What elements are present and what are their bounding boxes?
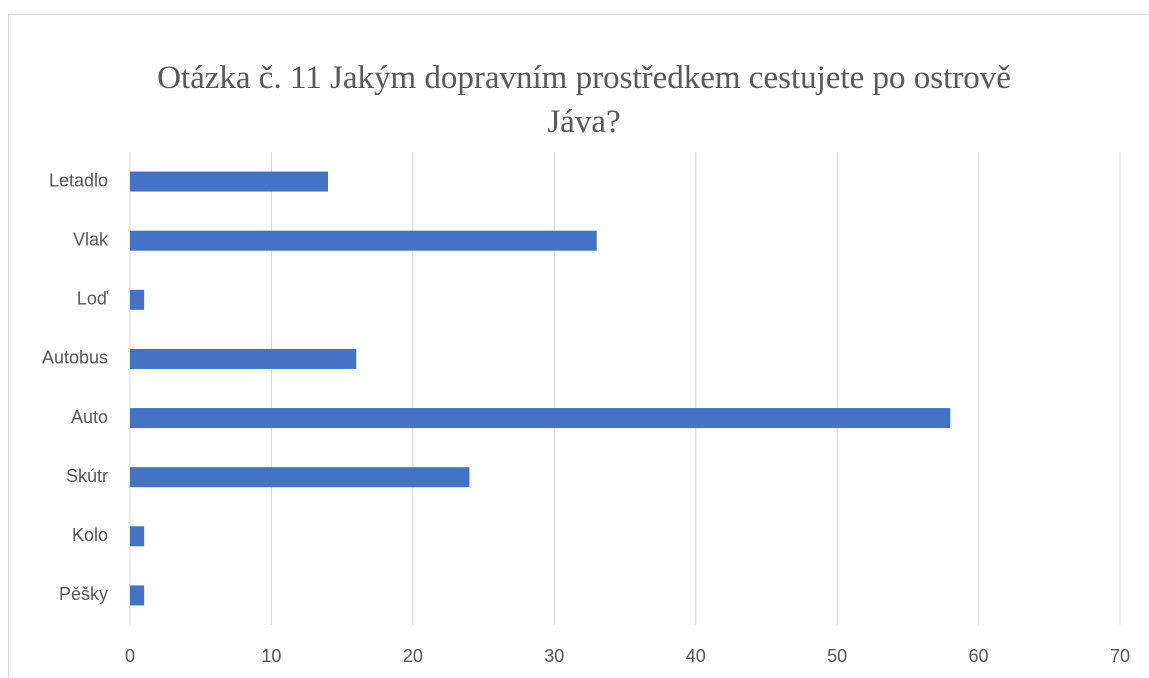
bar	[130, 585, 145, 606]
bar	[130, 171, 328, 192]
y-tick-label: Auto	[71, 407, 108, 427]
x-tick-label: 50	[827, 646, 847, 666]
x-tick-label: 10	[261, 646, 281, 666]
y-tick-label: Skútr	[66, 466, 108, 486]
bar	[130, 348, 357, 369]
y-tick-label: Kolo	[72, 525, 108, 545]
x-tick-label: 0	[125, 646, 135, 666]
x-tick-label: 30	[544, 646, 564, 666]
chart-frame	[8, 14, 1149, 678]
y-tick-label: Pěšky	[59, 584, 108, 604]
y-tick-label: Vlak	[73, 229, 109, 249]
y-tick-label: Autobus	[42, 348, 108, 368]
y-tick-label: Letadlo	[49, 170, 108, 190]
bar	[130, 289, 145, 310]
y-tick-label: Loď	[77, 289, 109, 309]
x-tick-label: 40	[686, 646, 706, 666]
bar	[130, 526, 145, 547]
bar	[130, 230, 597, 251]
x-tick-label: 60	[969, 646, 989, 666]
chart-title: Otázka č. 11 Jakým dopravním prostředkem…	[157, 60, 1011, 140]
bar	[130, 408, 951, 429]
x-tick-label: 20	[403, 646, 423, 666]
x-tick-label: 70	[1110, 646, 1130, 666]
bar	[130, 467, 470, 488]
